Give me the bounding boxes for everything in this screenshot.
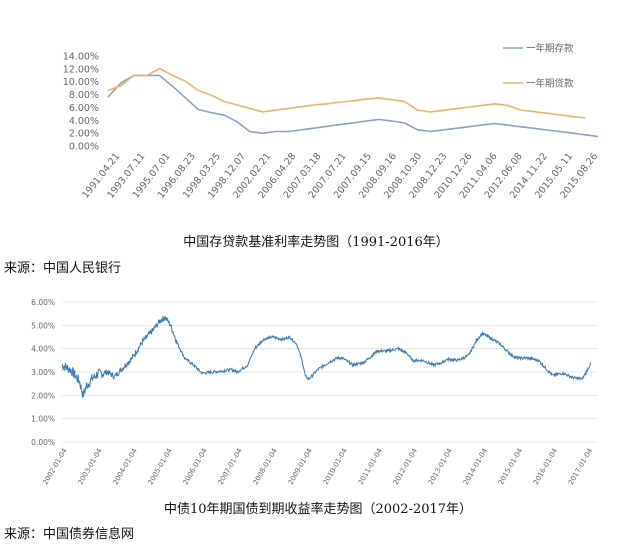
y-tick-label: 2.00% — [31, 391, 55, 400]
legend-label: 一年期贷款 — [526, 78, 574, 90]
series-line-loan — [107, 67, 586, 119]
y-tick-label: 8.00% — [69, 90, 99, 101]
y-tick-label: 4.00% — [69, 116, 99, 127]
y-tick-label: 0.00% — [31, 438, 55, 447]
y-tick-label: 14.00% — [63, 52, 99, 63]
y-tick-label: 10.00% — [63, 77, 99, 88]
legend-label: 一年期存款 — [526, 43, 574, 55]
x-tick-label: 2002-01-04 — [41, 447, 69, 487]
x-tick-label: 2003-01-04 — [76, 447, 104, 487]
x-tick-label: 2014-01-04 — [462, 447, 490, 487]
x-tick-label: 2016-01-04 — [532, 447, 560, 487]
y-tick-label: 0.00% — [69, 142, 99, 153]
y-tick-label: 4.00% — [31, 345, 55, 354]
chart-source: 来源：中国人民银行 — [4, 261, 121, 276]
x-tick-label: 2012-01-04 — [392, 447, 420, 487]
y-tick-label: 12.00% — [63, 64, 99, 75]
x-tick-label: 2015-01-04 — [497, 447, 525, 487]
chart-title: 中国存贷款基准利率走势图（1991-2016年） — [183, 234, 449, 250]
y-tick-label: 6.00% — [69, 103, 99, 114]
y-tick-label: 5.00% — [31, 321, 55, 330]
x-tick-label: 2010-01-04 — [322, 447, 350, 487]
x-tick-label: 2006-01-04 — [182, 447, 210, 487]
x-tick-label: 2009-01-04 — [287, 447, 315, 487]
y-tick-label: 2.00% — [69, 129, 99, 140]
x-tick-label: 2005-01-04 — [147, 447, 175, 487]
series-line-deposit — [107, 74, 599, 138]
x-tick-label: 2011-01-04 — [357, 447, 385, 487]
x-tick-label: 2004-01-04 — [112, 447, 140, 487]
y-tick-label: 3.00% — [31, 368, 55, 377]
y-tick-label: 1.00% — [31, 415, 55, 424]
x-tick-label: 2017-01-04 — [567, 447, 595, 487]
x-tick-label: 2007-01-04 — [217, 447, 245, 487]
chart-title: 中债10年期国债到期收益率走势图（2002-2017年） — [164, 501, 472, 517]
series-line-bond-yield — [61, 315, 591, 398]
chart-source: 来源：中国债券信息网 — [4, 526, 134, 542]
x-tick-label: 2008-01-04 — [252, 447, 280, 487]
y-tick-label: 6.00% — [31, 298, 55, 307]
x-tick-label: 2013-01-04 — [427, 447, 455, 487]
